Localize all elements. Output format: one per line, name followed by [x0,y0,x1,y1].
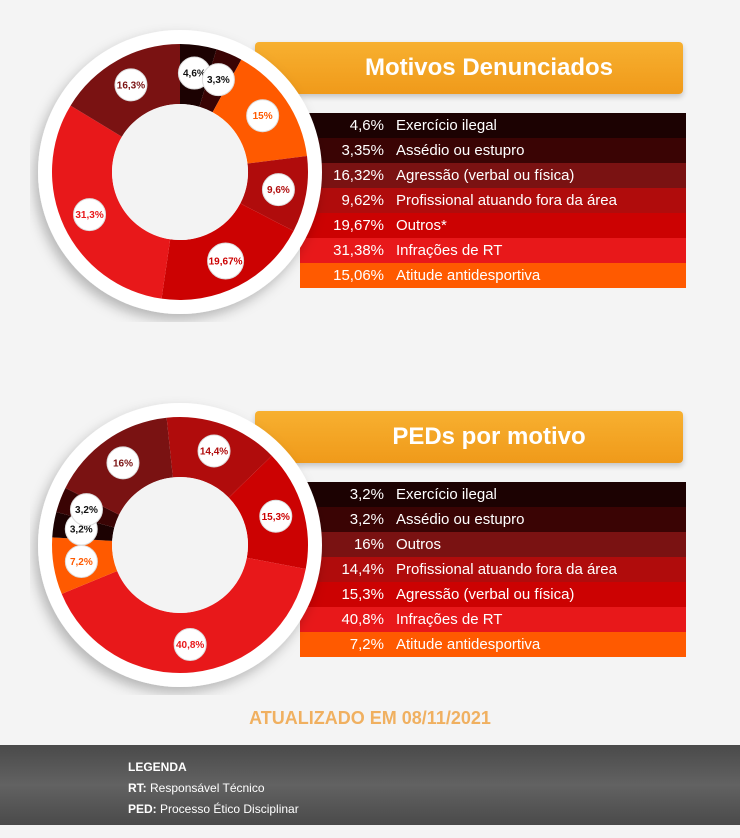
legend-panel: LEGENDA RT: Responsável Técnico PED: Pro… [0,745,740,825]
legend-row-value: 7,2% [349,636,384,653]
legend-row-label: Agressão (verbal ou física) [396,167,575,184]
legend-row-label: Infrações de RT [396,242,503,259]
legend-row-label: Atitude antidesportiva [396,267,541,284]
slice-data-label: 7,2% [64,545,98,579]
legend-row: 40,8% Infrações de RT [300,607,686,632]
legend-title: LEGENDA [128,760,187,774]
legend-row-label: Outros [396,536,442,553]
legend-row: 3,35% Assédio ou estupro [300,138,686,163]
svg-text:7,2%: 7,2% [70,557,93,568]
svg-text:3,2%: 3,2% [70,525,93,536]
slice-data-label: 3,2% [69,493,103,527]
legend-row-value: 4,6% [349,117,384,134]
legend-row: 15,3% Agressão (verbal ou física) [300,582,686,607]
slice-data-label: 3,3% [201,63,235,97]
legend-row-value: 16,32% [333,167,384,184]
slice-data-label: 14,4% [197,434,231,468]
svg-text:14,4%: 14,4% [200,446,228,457]
legend-row: 9,62% Profissional atuando fora da área [300,188,686,213]
legend-row-label: Exercício ilegal [396,117,497,134]
legend-row: 16,32% Agressão (verbal ou física) [300,163,686,188]
legend-row: 31,38% Infrações de RT [300,238,686,263]
svg-text:3,3%: 3,3% [207,75,230,86]
svg-text:3,2%: 3,2% [75,505,98,516]
chart-2-title: PEDs por motivo [255,411,683,463]
legend-row: 7,2% Atitude antidesportiva [300,632,686,657]
legend-item-rt: RT: Responsável Técnico [128,781,265,795]
legend-row-value: 3,2% [349,511,384,528]
legend-row-value: 40,8% [341,611,384,628]
legend-row: 14,4% Profissional atuando fora da área [300,557,686,582]
legend-row-value: 15,06% [333,267,384,284]
slice-data-label: 16,3% [114,68,148,102]
svg-text:15,3%: 15,3% [262,512,290,523]
slice-data-label: 40,8% [173,627,207,661]
slice-data-label: 19,67% [207,242,245,280]
chart-1-title: Motivos Denunciados [255,42,683,94]
legend-row-label: Outros* [396,217,447,234]
legend-row-value: 9,62% [341,192,384,209]
legend-row-label: Atitude antidesportiva [396,636,541,653]
slice-data-label: 15% [246,99,280,133]
chart-2-donut: 14,4% 15,3% 40,8% 7,2% 3,2% 3,2% 16% [38,403,322,687]
donut-hole [112,104,248,240]
legend-item-ped: PED: Processo Ético Disciplinar [128,802,299,816]
legend-row-label: Profissional atuando fora da área [396,192,617,209]
legend-row: 3,2% Assédio ou estupro [300,507,686,532]
legend-row-label: Infrações de RT [396,611,503,628]
legend-row: 15,06% Atitude antidesportiva [300,263,686,288]
legend-row-value: 16% [353,536,384,553]
svg-text:40,8%: 40,8% [176,640,204,651]
legend-row-value: 3,35% [341,142,384,159]
donut-slice [51,105,171,299]
legend-row: 19,67% Outros* [300,213,686,238]
svg-text:31,3%: 31,3% [75,210,103,221]
legend-row-value: 14,4% [341,561,384,578]
svg-text:15%: 15% [253,111,273,122]
legend-row-label: Assédio ou estupro [396,511,525,528]
chart-1-legend-table: 4,6% Exercício ilegal 3,35% Assédio ou estu… [300,113,686,288]
svg-text:16,3%: 16,3% [117,80,145,91]
legend-row-value: 31,38% [333,242,384,259]
svg-text:4,6%: 4,6% [183,69,206,80]
legend-row-value: 15,3% [341,586,384,603]
legend-row: 4,6% Exercício ilegal [300,113,686,138]
legend-row-label: Assédio ou estupro [396,142,525,159]
svg-text:9,6%: 9,6% [267,185,290,196]
donut-hole [112,477,248,613]
legend-row-label: Profissional atuando fora da área [396,561,617,578]
legend-row: 16% Outros [300,532,686,557]
legend-row: 3,2% Exercício ilegal [300,482,686,507]
updated-date: ATUALIZADO EM 08/11/2021 [249,708,491,728]
legend-row-label: Exercício ilegal [396,486,497,503]
svg-text:16%: 16% [113,458,133,469]
legend-row-value: 3,2% [349,486,384,503]
slice-data-label: 31,3% [73,198,107,232]
slice-data-label: 15,3% [259,499,293,533]
chart-2-legend-table: 3,2% Exercício ilegal 3,2% Assédio ou estup… [300,482,686,657]
slice-data-label: 9,6% [261,173,295,207]
legend-row-value: 19,67% [333,217,384,234]
donut-slice [61,557,306,673]
svg-text:19,67%: 19,67% [209,257,243,268]
chart-1-donut: 4,6%3,3% 15% 9,6% 19,67% 31,3% 16,3% [38,30,322,314]
legend-row-label: Agressão (verbal ou física) [396,586,575,603]
slice-data-label: 16% [106,446,140,480]
